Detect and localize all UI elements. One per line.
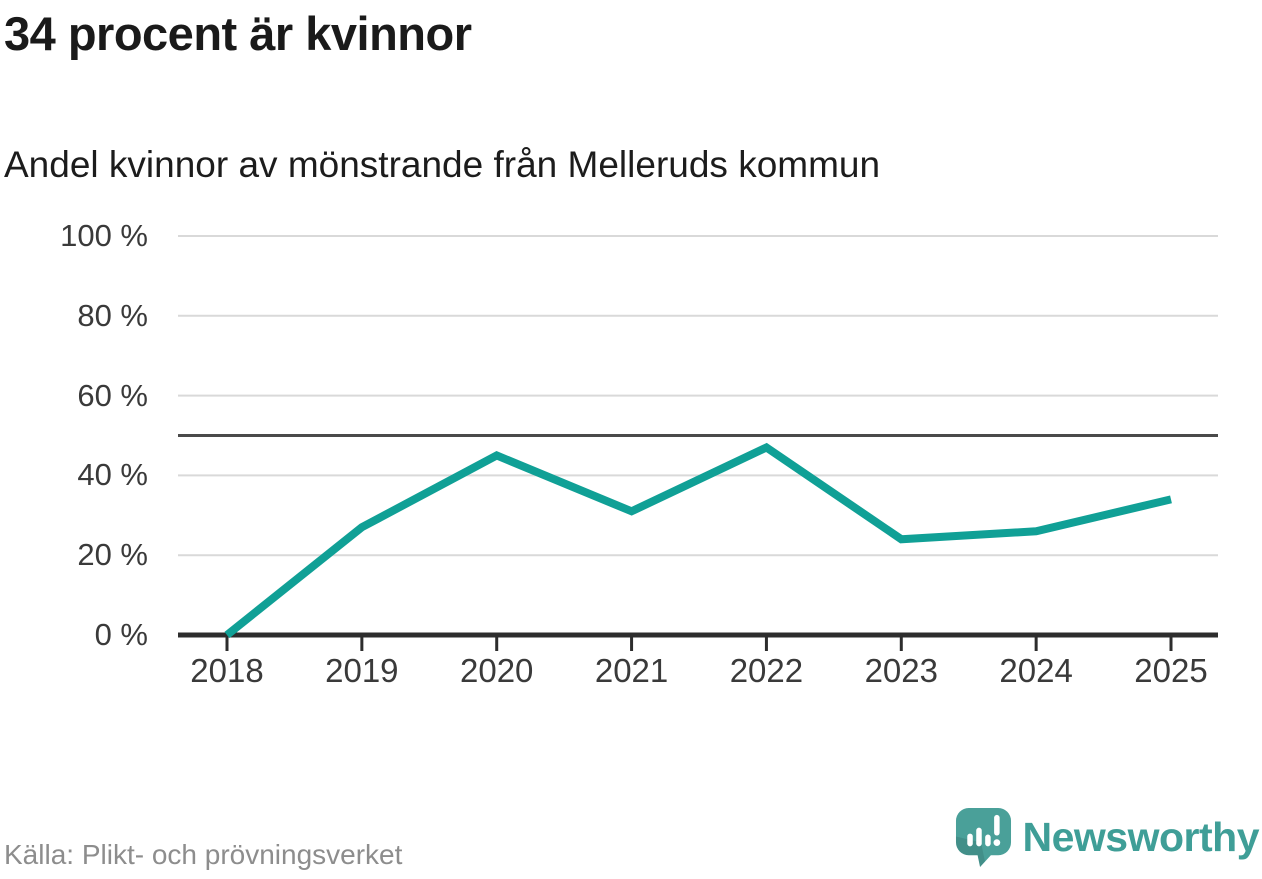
x-tick-label: 2023 [864,652,938,689]
series-line [224,442,1172,639]
x-tick-label: 2025 [1134,652,1208,689]
y-tick-label: 20 % [77,537,148,573]
y-tick-label: 100 % [60,218,148,253]
x-tick-label: 2024 [999,652,1073,689]
x-tick-label: 2022 [729,652,804,689]
y-tick-label: 60 % [77,377,148,413]
x-tick-label: 2021 [594,652,669,689]
x-tick-label: 2020 [459,652,534,689]
plot-svg [178,235,1218,651]
x-tick-label: 2018 [190,652,264,689]
source-text: Källa: Plikt- och prövningsverket [4,839,403,870]
x-tick-label: 2019 [325,652,399,689]
page-title: 34 procent är kvinnor [4,7,472,60]
newsworthy-icon [955,807,1012,873]
newsworthy-logo: Newsworthy [955,807,1260,873]
y-tick-label: 80 % [77,297,148,333]
y-tick-label: 40 % [77,457,148,493]
chart-subtitle: Andel kvinnor av mönstrande från Melleru… [4,144,881,185]
newsworthy-wordmark: Newsworthy [1022,813,1260,860]
y-tick-label: 0 % [94,617,148,652]
